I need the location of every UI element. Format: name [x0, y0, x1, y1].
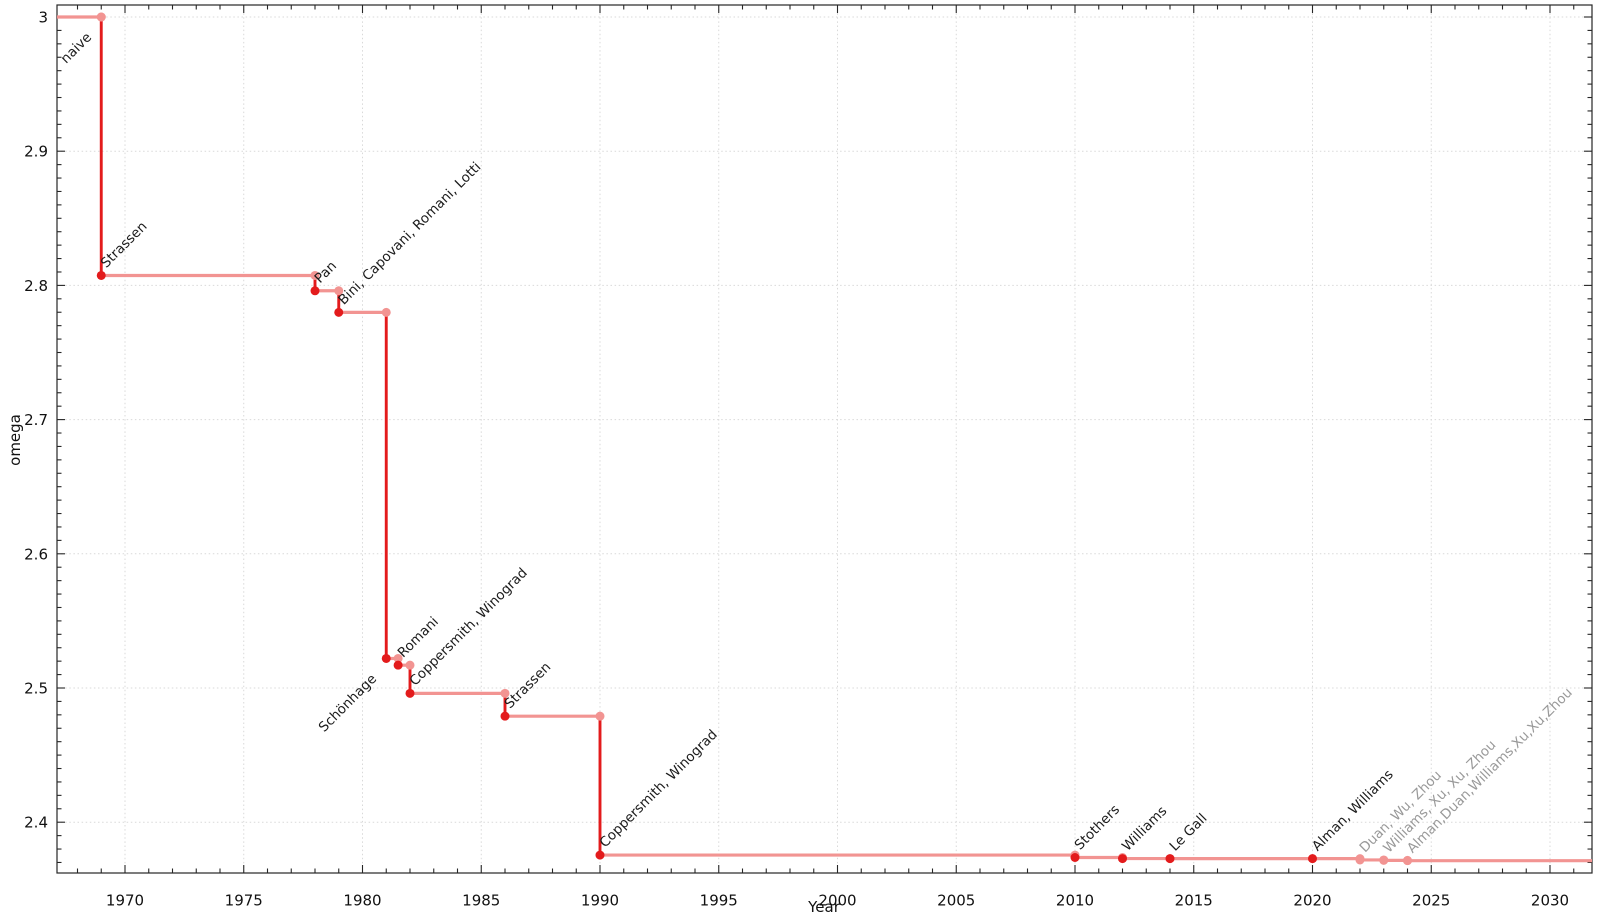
x-tick-label: 1975: [225, 892, 263, 910]
x-tick-label: 2030: [1531, 892, 1569, 910]
grid-layer: [57, 5, 1592, 873]
record-point: [595, 850, 605, 860]
y-tick-label: 2.6: [24, 545, 48, 563]
pre-drop-point: [381, 307, 391, 317]
record-point: [310, 286, 320, 296]
y-tick-label: 2.8: [24, 277, 48, 295]
x-tick-label: 1985: [462, 892, 500, 910]
pre-drop-point: [595, 711, 605, 721]
x-tick-label: 1990: [581, 892, 619, 910]
point-label: naive: [58, 30, 95, 67]
x-tick-label: 2005: [937, 892, 975, 910]
x-tick-label: 2010: [1056, 892, 1094, 910]
y-tick-label: 3: [38, 9, 48, 27]
record-point: [1355, 855, 1365, 865]
x-tick-label: 2020: [1293, 892, 1331, 910]
point-label: Williams: [1119, 803, 1170, 854]
x-tick-label: 1970: [106, 892, 144, 910]
record-point: [393, 660, 403, 670]
point-label: Strassen: [502, 659, 555, 712]
pre-drop-point: [500, 688, 510, 698]
ticks-layer: [57, 5, 1592, 873]
plot-border: [56, 4, 1593, 874]
record-point: [381, 653, 391, 663]
record-point: [500, 711, 510, 721]
point-label: Williams, Xu, Xu, Zhou: [1380, 737, 1499, 856]
x-tick-label: 2015: [1175, 892, 1213, 910]
record-point: [1070, 852, 1080, 862]
point-label: Stothers: [1072, 802, 1124, 854]
pre-drop-point: [334, 286, 344, 296]
x-tick-label: 2025: [1412, 892, 1450, 910]
y-tick-label: 2.5: [24, 680, 48, 698]
record-point: [1165, 854, 1175, 864]
points-layer: [96, 12, 1412, 866]
record-point: [405, 688, 415, 698]
record-point: [1379, 855, 1389, 865]
y-axis-label: omega: [6, 414, 24, 466]
point-label: Coppersmith, Winograd: [597, 727, 721, 851]
series-layer: [57, 15, 1592, 863]
record-point: [96, 12, 106, 22]
x-tick-label: 1995: [700, 892, 738, 910]
record-point: [1118, 854, 1127, 864]
x-axis-label: Year: [807, 898, 841, 916]
record-point: [1403, 856, 1412, 866]
x-tick-label: 2000: [818, 892, 856, 910]
record-point: [96, 270, 106, 280]
pre-drop-point: [393, 653, 403, 663]
axes-border-layer: [56, 4, 1593, 874]
record-point: [334, 307, 344, 317]
pre-drop-point: [310, 270, 320, 280]
y-tick-label: 2.7: [24, 411, 48, 429]
point-label: Schönhage: [316, 671, 380, 735]
point-label: Le Gall: [1167, 811, 1211, 855]
x-tick-label: 1980: [343, 892, 381, 910]
point-label: Strassen: [98, 219, 151, 272]
record-point: [1308, 854, 1317, 864]
tick-labels-layer: 1970 1975 1980 1985 1990 1995 2000 2005 2010 2015…: [24, 9, 1569, 910]
pre-drop-point: [405, 660, 415, 670]
y-tick-label: 2.4: [24, 814, 48, 832]
y-tick-label: 2.9: [24, 143, 48, 161]
